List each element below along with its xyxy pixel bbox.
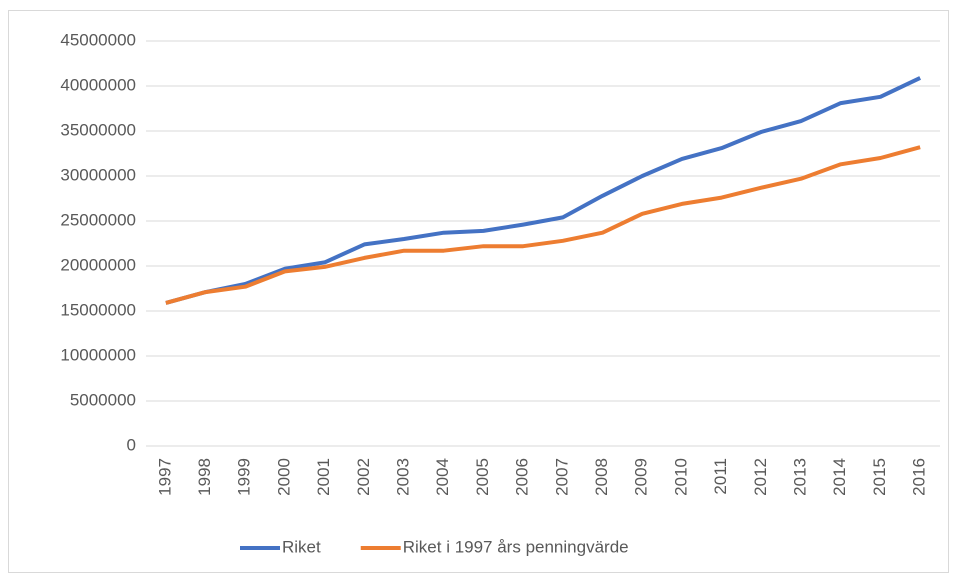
x-tick-label: 2014 (830, 458, 849, 496)
x-tick-label: 2009 (632, 458, 651, 496)
x-tick-label: 2005 (473, 458, 492, 496)
x-tick-label: 2011 (711, 458, 730, 495)
x-tick-label: 2008 (592, 458, 611, 496)
y-tick-label: 40000000 (60, 75, 136, 94)
x-tick-label: 1999 (235, 458, 254, 496)
y-tick-label: 20000000 (60, 255, 136, 274)
x-tick-label: 2012 (751, 458, 770, 496)
y-tick-label: 30000000 (60, 165, 136, 184)
series-line (165, 76, 922, 305)
x-tick-label: 2015 (870, 458, 889, 496)
y-tick-label: 35000000 (60, 120, 136, 139)
x-tick-label: 2006 (513, 458, 532, 496)
x-tick-label: 2000 (274, 458, 293, 496)
y-tick-label: 5000000 (70, 390, 136, 409)
y-tick-label: 15000000 (60, 300, 136, 319)
x-tick-label: 2013 (791, 458, 810, 496)
y-tick-label: 10000000 (60, 345, 136, 364)
chart-frame (8, 10, 949, 573)
legend-label: Riket i 1997 års penningvärde (403, 537, 629, 556)
x-tick-label: 2001 (314, 458, 333, 496)
x-tick-label: 2003 (394, 458, 413, 496)
y-tick-label: 0 (127, 435, 136, 454)
x-tick-label: 1997 (155, 458, 174, 496)
x-tick-label: 2002 (354, 458, 373, 496)
x-tick-label: 2010 (671, 458, 690, 496)
y-tick-label: 45000000 (60, 30, 136, 49)
series-line (165, 145, 921, 305)
y-tick-label: 25000000 (60, 210, 136, 229)
x-tick-label: 2004 (433, 458, 452, 496)
x-tick-label: 2016 (910, 458, 929, 496)
legend-label: Riket (282, 537, 321, 556)
x-tick-label: 2007 (552, 458, 571, 496)
x-tick-label: 1998 (195, 458, 214, 496)
